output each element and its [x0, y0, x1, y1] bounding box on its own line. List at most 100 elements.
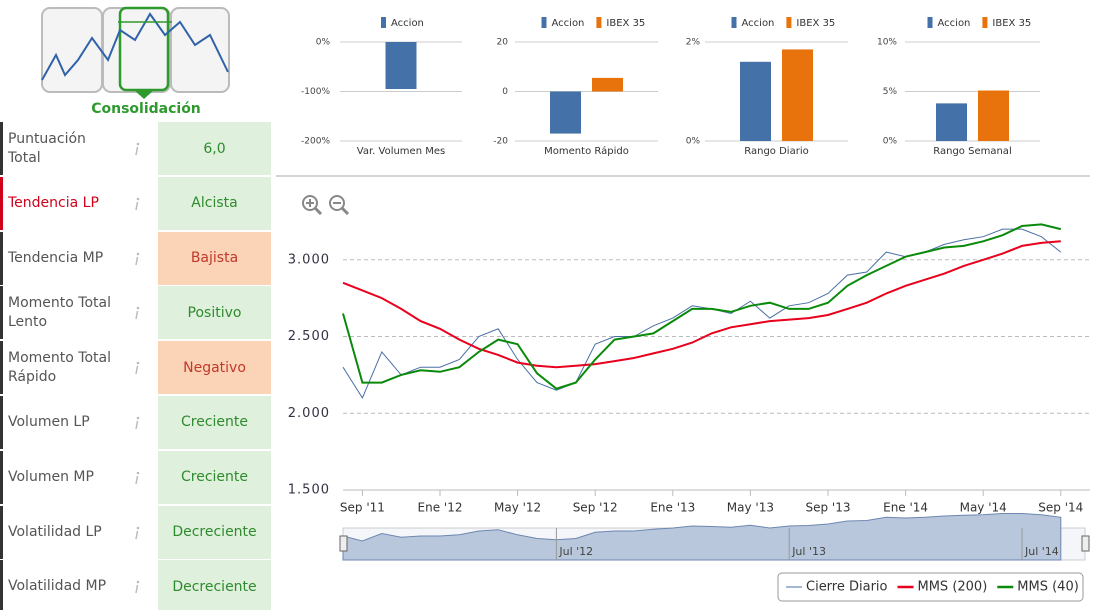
indicator-value: Decreciente — [158, 505, 271, 559]
y-tick-label: 2% — [686, 38, 701, 48]
line-series — [342, 228, 1062, 399]
indicator-label: Volatilidad LP — [8, 523, 102, 540]
x-axis-label: Rango Semanal — [933, 146, 1011, 157]
indicator-label-cell: Volatilidad MP — [0, 560, 158, 610]
legend-label: MMS (40) — [1017, 580, 1079, 595]
indicator-label-cell: Puntuación Total — [0, 122, 158, 175]
indicator-row: Volatilidad MP Decreciente — [0, 560, 273, 610]
navigator-label: Jul '12 — [558, 545, 593, 558]
y-tick-label: 5% — [883, 87, 898, 97]
legend-swatch — [731, 17, 737, 28]
y-tick-label: 0% — [883, 137, 898, 147]
x-axis-label: Momento Rápido — [544, 145, 629, 157]
bar — [782, 49, 813, 141]
indicator-label: Momento Total Rápido — [8, 349, 111, 385]
indicator-row: Volumen LP Creciente — [0, 395, 273, 449]
bar — [740, 61, 771, 141]
legend-label: IBEX 35 — [796, 18, 835, 29]
bar — [592, 77, 623, 92]
y-tick-label: 1.500 — [288, 483, 330, 498]
bar — [936, 103, 967, 141]
x-tick-label: Ene '13 — [650, 501, 695, 515]
bar — [978, 90, 1009, 141]
indicator-value: Creciente — [158, 395, 271, 449]
indicator-value: Negativo — [158, 341, 271, 395]
legend-swatch — [786, 17, 792, 28]
indicator-label-cell: Volumen LP — [0, 395, 158, 449]
indicator-label: Volumen LP — [8, 413, 90, 430]
y-tick-label: 2.500 — [288, 329, 330, 344]
y-tick-label: -100% — [301, 87, 330, 97]
legend-swatch — [927, 17, 933, 28]
bar — [550, 91, 581, 134]
info-icon[interactable] — [133, 252, 141, 266]
logo-label: Consolidación — [91, 101, 201, 117]
indicator-label-cell: Tendencia MP — [0, 231, 158, 285]
info-icon[interactable] — [133, 142, 141, 156]
legend-label: Cierre Diario — [806, 580, 888, 595]
legend-swatch — [596, 17, 602, 28]
x-tick-label: Ene '12 — [418, 501, 463, 515]
indicator-row: Volatilidad LP Decreciente — [0, 505, 273, 559]
legend-swatch — [541, 17, 547, 28]
info-icon[interactable] — [133, 306, 141, 320]
indicator-label: Tendencia MP — [8, 249, 104, 266]
y-tick-label: -200% — [301, 137, 330, 147]
zoom-out[interactable] — [329, 195, 350, 216]
info-icon[interactable] — [133, 197, 141, 211]
x-tick-label: Sep '11 — [340, 501, 385, 515]
indicator-row: Tendencia MP Bajista — [0, 231, 273, 285]
x-tick-label: Sep '14 — [1038, 501, 1083, 515]
y-tick-label: 0 — [502, 87, 508, 97]
indicator-value: Decreciente — [158, 560, 271, 610]
y-tick-label: 0% — [316, 38, 331, 48]
indicator-label: Tendencia LP — [8, 194, 99, 211]
indicator-label-cell: Momento Total Lento — [0, 286, 158, 340]
indicator-label: Momento Total Lento — [8, 294, 111, 330]
y-tick-label: 3.000 — [288, 252, 330, 267]
y-tick-label: 2.000 — [288, 406, 330, 421]
y-tick-label: 20 — [497, 38, 509, 48]
navigator-label: Jul '14 — [1024, 545, 1059, 558]
indicator-value: Alcista — [158, 176, 271, 230]
navigator-area — [342, 513, 1062, 561]
y-tick-label: 10% — [877, 38, 897, 48]
x-tick-label: May '12 — [494, 501, 541, 515]
info-icon[interactable] — [133, 580, 141, 594]
y-tick-label: 0% — [686, 137, 701, 147]
indicator-row: Momento Total Rápido Negativo — [0, 341, 273, 395]
indicator-label-cell: Tendencia LP — [0, 176, 158, 230]
indicator-value: Bajista — [158, 231, 271, 285]
legend-box — [777, 572, 1084, 602]
indicator-label: Volatilidad MP — [8, 578, 107, 595]
x-tick-label: May '14 — [960, 501, 1007, 515]
x-axis-label: Rango Diario — [744, 146, 808, 157]
info-icon[interactable] — [133, 471, 141, 485]
info-icon[interactable] — [133, 416, 141, 430]
bar — [385, 42, 417, 90]
navigator-label: Jul '13 — [791, 545, 826, 558]
x-tick-label: May '13 — [727, 501, 774, 515]
legend-swatch — [381, 17, 386, 28]
indicator-row: Puntuación Total 6,0 — [0, 122, 273, 175]
info-icon[interactable] — [133, 526, 141, 540]
navigator-handle[interactable] — [1081, 535, 1090, 552]
indicator-value: Creciente — [158, 450, 271, 504]
indicator-row: Momento Total Lento Positivo — [0, 286, 273, 340]
indicator-row: Volumen MP Creciente — [0, 450, 273, 504]
y-tick-label: -20 — [493, 137, 508, 147]
indicator-label: Puntuación Total — [8, 130, 86, 166]
indicator-row: Tendencia LP Alcista — [0, 176, 273, 230]
x-tick-label: Sep '13 — [806, 501, 851, 515]
x-tick-label: Ene '14 — [883, 501, 928, 515]
legend-label: Accion — [391, 18, 424, 29]
zoom-in[interactable] — [302, 195, 323, 216]
info-icon[interactable] — [133, 361, 141, 375]
legend-swatch — [982, 17, 988, 28]
logo — [41, 6, 230, 99]
legend-label: MMS (200) — [918, 580, 988, 595]
navigator-handle[interactable] — [339, 535, 348, 552]
legend-label: Accion — [742, 18, 775, 29]
indicator-label: Volumen MP — [8, 468, 94, 485]
